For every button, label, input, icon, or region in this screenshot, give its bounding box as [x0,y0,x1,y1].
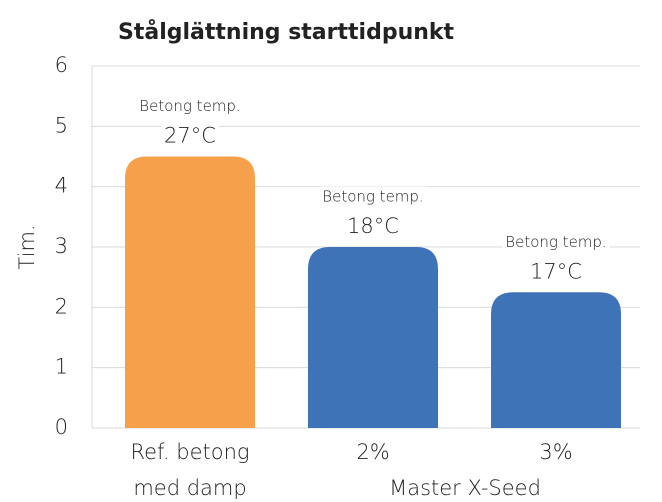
label-background [527,258,585,285]
y-tick-label: 6 [55,53,68,77]
annotation: 17°C [530,259,582,283]
y-tick-label: 0 [55,415,68,439]
x-tick-label: Ref. betong med damp [130,440,250,500]
y-tick-label: 2 [55,294,68,318]
bar [125,156,255,428]
label-background [136,96,244,116]
y-tick-label: 5 [55,113,68,137]
label-background [161,122,219,149]
annotation: Betong temp. [322,188,423,206]
bar [308,247,438,428]
x-tick-label: 2% [356,440,390,464]
label-background [502,231,610,252]
y-tick-label: 1 [55,355,68,379]
x-tick-label: 3% [539,440,573,464]
y-axis-label: Tim. [15,224,39,269]
bar [491,292,621,428]
annotation: Betong temp. [139,97,240,115]
label-background [319,186,427,207]
annotation: 18°C [347,214,399,238]
annotation: 27°C [164,124,216,148]
label-background [344,213,402,239]
y-tick-label: 4 [55,174,68,198]
y-tick-label: 3 [55,234,68,258]
annotation: Betong temp. [505,233,606,251]
chart-title: Stålglättning starttidpunkt [118,19,455,45]
x-group-label: Master X-Seed [389,476,541,500]
